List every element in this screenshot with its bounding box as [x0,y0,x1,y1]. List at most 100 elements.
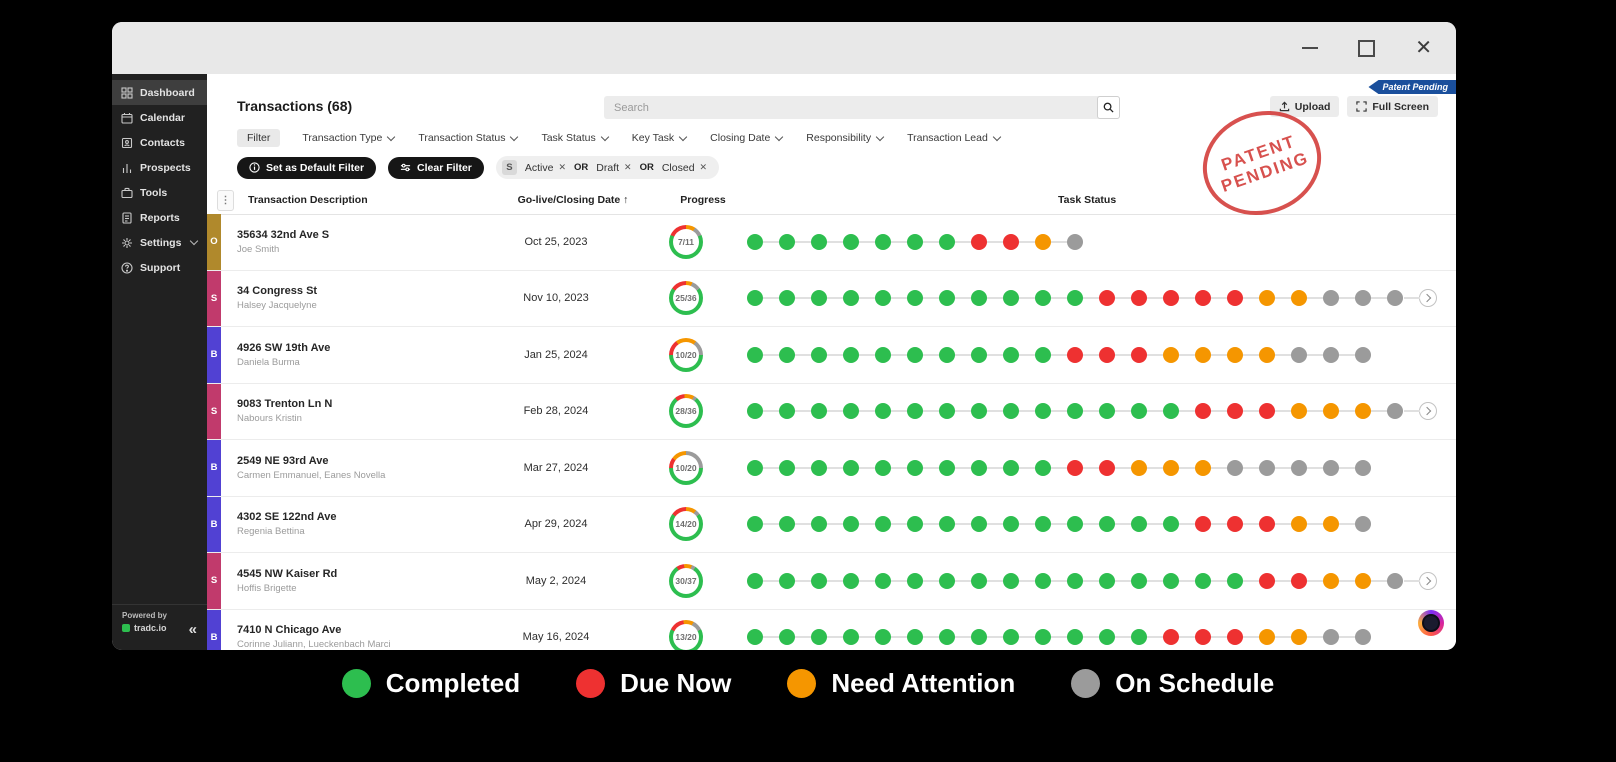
filter-dropdown-transaction-lead[interactable]: Transaction Lead [907,132,1002,144]
task-dot-green[interactable] [827,572,859,589]
task-dot-green[interactable] [763,346,795,363]
task-dot-gray[interactable] [1275,346,1307,363]
task-dot-orange[interactable] [1243,346,1275,363]
task-dot-green[interactable] [1019,629,1051,646]
task-dot-green[interactable] [955,403,987,420]
task-dot-orange[interactable] [1179,459,1211,476]
task-dot-gray[interactable] [1339,629,1371,646]
table-row[interactable]: S 4545 NW Kaiser Rd Hoffis Brigette May 2, … [207,553,1456,610]
task-dot-green[interactable] [827,629,859,646]
upload-button[interactable]: Upload [1269,96,1340,117]
task-dot-green[interactable] [955,459,987,476]
task-dot-orange[interactable] [1147,346,1179,363]
task-dot-green[interactable] [795,346,827,363]
task-dot-green[interactable] [763,403,795,420]
task-dot-orange[interactable] [1211,346,1243,363]
task-dot-gray[interactable] [1339,346,1371,363]
task-dot-gray[interactable] [1339,459,1371,476]
table-row[interactable]: B 2549 NE 93rd Ave Carmen Emmanuel, Eanes … [207,440,1456,497]
task-dot-green[interactable] [1019,572,1051,589]
task-dot-green[interactable] [747,346,763,363]
table-row[interactable]: O 35634 32nd Ave S Joe Smith Oct 25, 2023 7/… [207,214,1456,271]
task-dot-red[interactable] [1115,290,1147,307]
task-dot-green[interactable] [747,290,763,307]
task-dot-green[interactable] [859,572,891,589]
task-dot-green[interactable] [795,403,827,420]
task-dot-green[interactable] [923,516,955,533]
table-row[interactable]: B 7410 N Chicago Ave Corinne Juliann, Luec… [207,609,1456,650]
filter-dropdown-task-status[interactable]: Task Status [541,132,609,144]
task-dot-green[interactable] [827,290,859,307]
remove-filter-icon[interactable]: ✕ [558,162,567,172]
task-dot-red[interactable] [1211,290,1243,307]
task-dot-red[interactable] [1083,346,1115,363]
task-dot-green[interactable] [747,516,763,533]
task-dot-green[interactable] [987,403,1019,420]
task-dot-red[interactable] [1179,290,1211,307]
maximize-icon[interactable] [1358,39,1376,57]
task-dot-green[interactable] [827,459,859,476]
task-dot-gray[interactable] [1371,290,1403,307]
task-dot-red[interactable] [987,233,1019,250]
task-dot-green[interactable] [1115,403,1147,420]
sidebar-item-support[interactable]: Support [112,255,207,280]
task-dot-green[interactable] [763,290,795,307]
task-dot-green[interactable] [987,516,1019,533]
sidebar-item-tools[interactable]: Tools [112,180,207,205]
task-dot-orange[interactable] [1147,459,1179,476]
close-icon[interactable]: ✕ [1415,37,1432,59]
task-dot-green[interactable] [955,346,987,363]
task-dot-gray[interactable] [1307,459,1339,476]
task-dot-green[interactable] [987,290,1019,307]
more-tasks-button[interactable] [1404,289,1437,308]
task-dot-red[interactable] [1179,629,1211,646]
task-dot-red[interactable] [1083,290,1115,307]
task-dot-green[interactable] [1115,572,1147,589]
task-dot-green[interactable] [923,290,955,307]
task-dot-green[interactable] [795,572,827,589]
task-dot-green[interactable] [795,290,827,307]
filter-dropdown-transaction-type[interactable]: Transaction Type [302,132,396,144]
task-dot-green[interactable] [987,346,1019,363]
sidebar-item-reports[interactable]: Reports [112,205,207,230]
task-dot-gray[interactable] [1307,629,1339,646]
task-dot-green[interactable] [891,516,923,533]
task-dot-green[interactable] [747,629,763,646]
sidebar-item-dashboard[interactable]: Dashboard [112,80,207,105]
task-dot-green[interactable] [1019,290,1051,307]
task-dot-red[interactable] [955,233,987,250]
sidebar-collapse-icon[interactable]: « [188,621,197,638]
sidebar-item-settings[interactable]: Settings [112,230,207,255]
task-dot-green[interactable] [891,572,923,589]
task-dot-green[interactable] [747,233,763,250]
task-dot-red[interactable] [1083,459,1115,476]
table-row[interactable]: S 9083 Trenton Ln N Nabours Kristin Feb 28,… [207,383,1456,440]
task-dot-green[interactable] [955,629,987,646]
task-dot-green[interactable] [1147,516,1179,533]
task-dot-gray[interactable] [1339,516,1371,533]
task-dot-red[interactable] [1115,346,1147,363]
task-dot-gray[interactable] [1243,459,1275,476]
task-dot-red[interactable] [1179,403,1211,420]
task-dot-red[interactable] [1275,572,1307,589]
more-tasks-button[interactable] [1404,571,1437,590]
task-dot-green[interactable] [987,459,1019,476]
task-dot-red[interactable] [1051,346,1083,363]
task-dot-green[interactable] [923,629,955,646]
task-dot-green[interactable] [859,629,891,646]
task-dot-green[interactable] [1019,346,1051,363]
task-dot-orange[interactable] [1307,572,1339,589]
col-transaction-description[interactable]: Transaction Description [248,194,368,206]
task-dot-green[interactable] [827,516,859,533]
task-dot-green[interactable] [891,459,923,476]
filter-dropdown-transaction-status[interactable]: Transaction Status [418,132,519,144]
task-dot-orange[interactable] [1275,290,1307,307]
task-dot-green[interactable] [1115,629,1147,646]
task-dot-green[interactable] [763,233,795,250]
task-dot-green[interactable] [955,516,987,533]
task-dot-orange[interactable] [1307,403,1339,420]
task-dot-red[interactable] [1243,516,1275,533]
task-dot-gray[interactable] [1211,459,1243,476]
filter-dropdown-closing-date[interactable]: Closing Date [710,132,784,144]
task-dot-gray[interactable] [1371,403,1403,420]
